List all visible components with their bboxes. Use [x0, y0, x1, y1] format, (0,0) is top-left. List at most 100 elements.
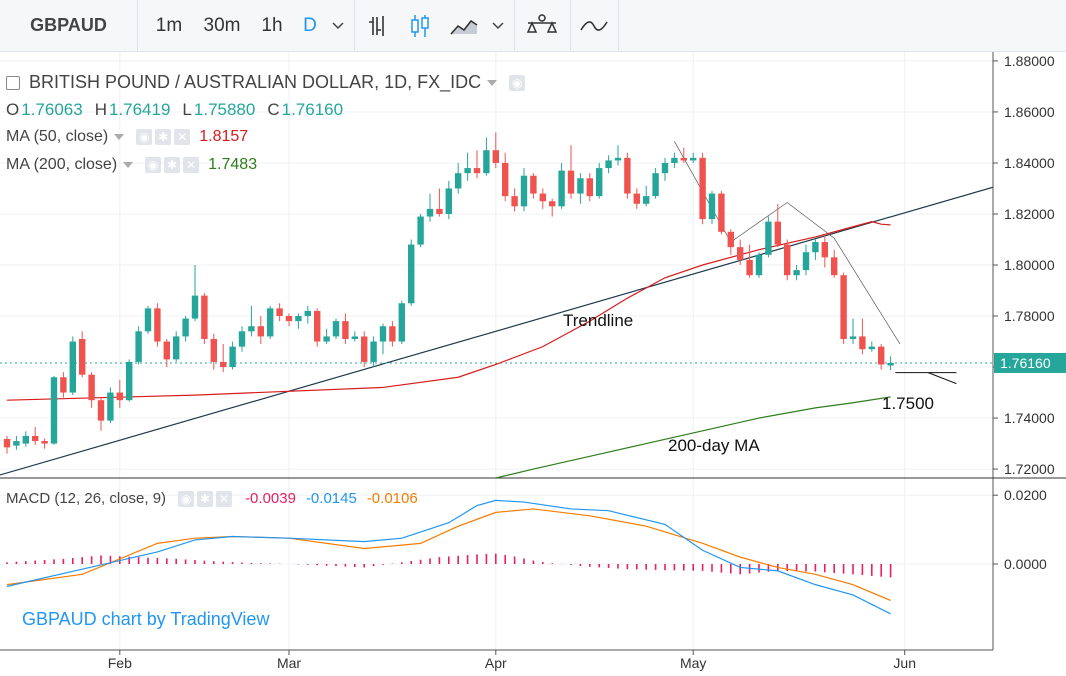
ma50-legend-row[interactable]: MA (50, close) ◉ ✱ ✕ 1.8157 — [6, 128, 248, 146]
area-style-button[interactable] — [444, 0, 484, 51]
candle-body — [539, 193, 546, 202]
bar-chart-icon — [369, 15, 384, 36]
chevron-down-icon[interactable] — [114, 134, 125, 140]
candle-body — [191, 295, 199, 319]
candle-body — [285, 316, 293, 322]
y-tick-label: 1.72000 — [1004, 461, 1055, 477]
candle-body — [379, 326, 387, 342]
gear-icon[interactable]: ✱ — [155, 129, 172, 145]
ma200-label: MA (200, close) — [6, 156, 118, 173]
candlestick-icon — [411, 14, 429, 37]
candle-body — [32, 435, 39, 442]
candle-body — [276, 308, 283, 317]
bar-style-button[interactable] — [360, 0, 396, 51]
macd-signal-value: -0.0106 — [366, 490, 418, 507]
candle-body — [22, 435, 29, 444]
interval-dropdown-button[interactable] — [326, 0, 350, 51]
candle-body — [765, 221, 772, 255]
top-toolbar: GBPAUD 1m 30m 1h D — [0, 0, 1066, 52]
eye-icon[interactable]: ◉ — [145, 157, 162, 173]
candle-body — [868, 346, 875, 350]
candle-body — [295, 316, 302, 322]
candle-style-button[interactable] — [402, 0, 438, 51]
legend-title-row: BRITISH POUND / AUSTRALIAN DOLLAR, 1D, F… — [6, 72, 528, 93]
close-icon[interactable]: ✕ — [174, 129, 191, 145]
ma200-line — [495, 396, 891, 478]
candle-body — [126, 361, 133, 401]
candle-body — [267, 308, 274, 337]
ma50-label: MA (50, close) — [6, 128, 109, 145]
y-tick-label: 1.86000 — [1004, 104, 1055, 120]
candle-body — [79, 338, 86, 375]
candle-body — [596, 168, 603, 197]
candle-body — [652, 173, 659, 197]
ma50-value: 1.8157 — [199, 128, 249, 145]
ma200-legend-row[interactable]: MA (200, close) ◉ ✱ ✕ 1.7483 — [6, 156, 257, 174]
close-icon[interactable]: ✕ — [183, 157, 200, 173]
macd-hist-value: -0.0039 — [245, 490, 296, 507]
symbol-search-button[interactable]: GBPAUD — [30, 15, 107, 35]
y-tick-label: 1.78000 — [1004, 308, 1055, 324]
candle-body — [849, 336, 857, 339]
eye-icon[interactable]: ◉ — [136, 129, 153, 145]
tradingview-watermark[interactable]: GBPAUD chart by TradingView — [22, 609, 270, 629]
candle-body — [417, 216, 424, 245]
candle-body — [483, 150, 490, 174]
compare-button[interactable] — [518, 0, 566, 51]
last-price-tag — [994, 352, 1066, 373]
candle-body — [464, 168, 471, 174]
candle-body — [671, 157, 678, 163]
chevron-down-icon — [492, 21, 504, 29]
interval-1h-button[interactable]: 1h — [261, 14, 283, 36]
close-icon[interactable]: ✕ — [216, 490, 233, 507]
macd-y-tick-label: 0.0000 — [1004, 556, 1047, 572]
candle-body — [248, 326, 255, 332]
low-label: L — [182, 100, 192, 119]
collapse-icon[interactable] — [6, 75, 20, 90]
candle-body — [398, 303, 405, 342]
eye-icon[interactable]: ◉ — [509, 74, 526, 91]
trendline — [0, 186, 993, 476]
toolbar-divider — [137, 0, 138, 51]
gear-icon[interactable]: ✱ — [164, 157, 181, 173]
candle-body — [88, 374, 95, 401]
candle-body — [859, 336, 866, 350]
eye-icon[interactable]: ◉ — [178, 490, 195, 507]
candle-body — [755, 254, 763, 276]
candle-body — [455, 173, 462, 189]
interval-d-button[interactable]: D — [303, 14, 317, 36]
chart-style-dropdown-button[interactable] — [486, 0, 510, 51]
candle-body — [661, 162, 669, 174]
close-value: 1.76160 — [281, 100, 344, 119]
chart-canvas[interactable]: 1.88000 1.86000 1.84000 1.82000 1.80000 1.780… — [0, 52, 1066, 676]
last-price-tag-label: 1.76160 — [1000, 355, 1051, 371]
candle-body — [690, 157, 697, 161]
candle-body — [577, 178, 584, 194]
gear-icon[interactable]: ✱ — [197, 490, 214, 507]
x-tick-label: Feb — [108, 655, 132, 671]
candle-body — [492, 150, 499, 163]
x-tick-label: May — [680, 655, 706, 671]
x-tick-label: Jun — [893, 655, 916, 671]
candle-body — [558, 170, 565, 207]
candle-body — [511, 196, 518, 207]
chevron-down-icon[interactable] — [487, 79, 498, 86]
close-label: C — [267, 100, 280, 119]
candle-body — [549, 201, 556, 207]
open-label: O — [6, 100, 20, 119]
candle-body — [135, 331, 142, 362]
candle-body — [708, 193, 716, 220]
chevron-down-icon[interactable] — [123, 162, 134, 168]
candle-body — [220, 361, 227, 368]
macd-legend-row[interactable]: MACD (12, 26, close, 9) ◉ ✱ ✕ -0.0039 -0.0… — [6, 490, 418, 507]
candle-body — [793, 270, 800, 276]
candle-body — [530, 175, 537, 194]
candle-body — [229, 346, 236, 368]
interval-30m-button[interactable]: 30m — [203, 14, 241, 36]
candle-body — [342, 321, 349, 339]
indicators-button[interactable] — [574, 0, 614, 51]
candle-body — [107, 392, 114, 421]
interval-1m-button[interactable]: 1m — [155, 14, 183, 36]
toolbar-divider — [514, 0, 515, 51]
candle-body — [605, 160, 612, 169]
